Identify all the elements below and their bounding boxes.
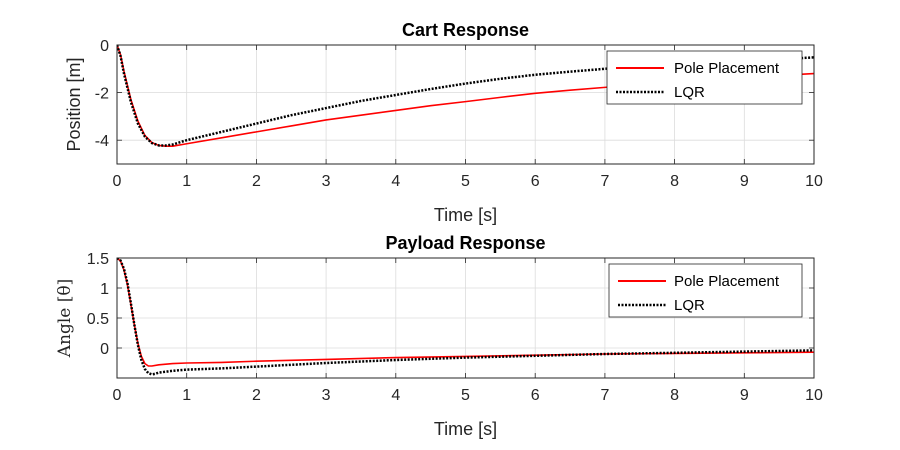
payload-y-tick-label: 1 xyxy=(100,281,109,298)
cart-x-tick-label: 0 xyxy=(113,173,122,190)
payload-x-tick-label: 1 xyxy=(182,387,191,404)
payload-x-tick-label: 6 xyxy=(531,387,540,404)
cart-x-tick-label: 5 xyxy=(461,173,470,190)
payload-x-tick-label: 0 xyxy=(113,387,122,404)
payload-x-tick-label: 7 xyxy=(600,387,609,404)
payload-legend-label-pole-placement: Pole Placement xyxy=(674,273,780,290)
cart-ticks: 0 1 2 3 4 5 6 7 8 9 10 -4 -2 0 xyxy=(95,38,823,190)
payload-x-tick-label: 4 xyxy=(391,387,400,404)
payload-x-tick-label: 8 xyxy=(670,387,679,404)
cart-x-axis-label: Time [s] xyxy=(434,205,497,225)
cart-x-tick-label: 10 xyxy=(805,173,823,190)
payload-legend-box xyxy=(608,263,803,318)
payload-x-tick-label: 9 xyxy=(740,387,749,404)
cart-x-tick-label: 1 xyxy=(182,173,191,190)
payload-y-tick-label: 0 xyxy=(100,341,109,358)
cart-x-tick-label: 3 xyxy=(322,173,331,190)
cart-y-tick-label: 0 xyxy=(100,38,109,55)
cart-legend: Pole Placement LQR xyxy=(606,50,803,105)
cart-x-tick-label: 8 xyxy=(670,173,679,190)
cart-response-chart: 0 1 2 3 4 5 6 7 8 9 10 -4 -2 0 Cart Response Time [s]… xyxy=(64,20,823,225)
cart-x-tick-label: 4 xyxy=(391,173,400,190)
payload-legend: Pole Placement LQR xyxy=(608,263,803,318)
payload-x-tick-label: 3 xyxy=(322,387,331,404)
payload-response-chart: 0 1 2 3 4 5 6 7 8 9 10 0 0.5 1 1.5 Payload Response Ti… xyxy=(55,233,823,439)
cart-legend-box xyxy=(606,50,803,105)
cart-chart-title: Cart Response xyxy=(402,20,529,40)
payload-x-tick-label: 5 xyxy=(461,387,470,404)
payload-y-tick-label: 1.5 xyxy=(87,251,109,268)
cart-x-tick-label: 6 xyxy=(531,173,540,190)
payload-lines xyxy=(117,258,814,376)
payload-y-axis-label: Angle [θ] xyxy=(55,279,75,359)
cart-legend-label-pole-placement: Pole Placement xyxy=(674,60,780,77)
payload-x-tick-label: 2 xyxy=(252,387,261,404)
payload-y-tick-label: 0.5 xyxy=(87,311,109,328)
cart-y-tick-label: -4 xyxy=(95,133,109,150)
payload-series-lqr-line xyxy=(117,258,814,376)
payload-legend-label-lqr: LQR xyxy=(674,297,705,314)
cart-y-axis-label: Position [m] xyxy=(64,57,84,151)
cart-x-tick-label: 2 xyxy=(252,173,261,190)
payload-x-tick-label: 10 xyxy=(805,387,823,404)
cart-x-tick-label: 9 xyxy=(740,173,749,190)
payload-x-axis-label: Time [s] xyxy=(434,419,497,439)
payload-chart-title: Payload Response xyxy=(385,233,545,253)
cart-legend-label-lqr: LQR xyxy=(674,84,705,101)
cart-x-tick-label: 7 xyxy=(600,173,609,190)
payload-ticks: 0 1 2 3 4 5 6 7 8 9 10 0 0.5 1 1.5 xyxy=(87,251,823,404)
cart-y-tick-label: -2 xyxy=(95,86,109,103)
